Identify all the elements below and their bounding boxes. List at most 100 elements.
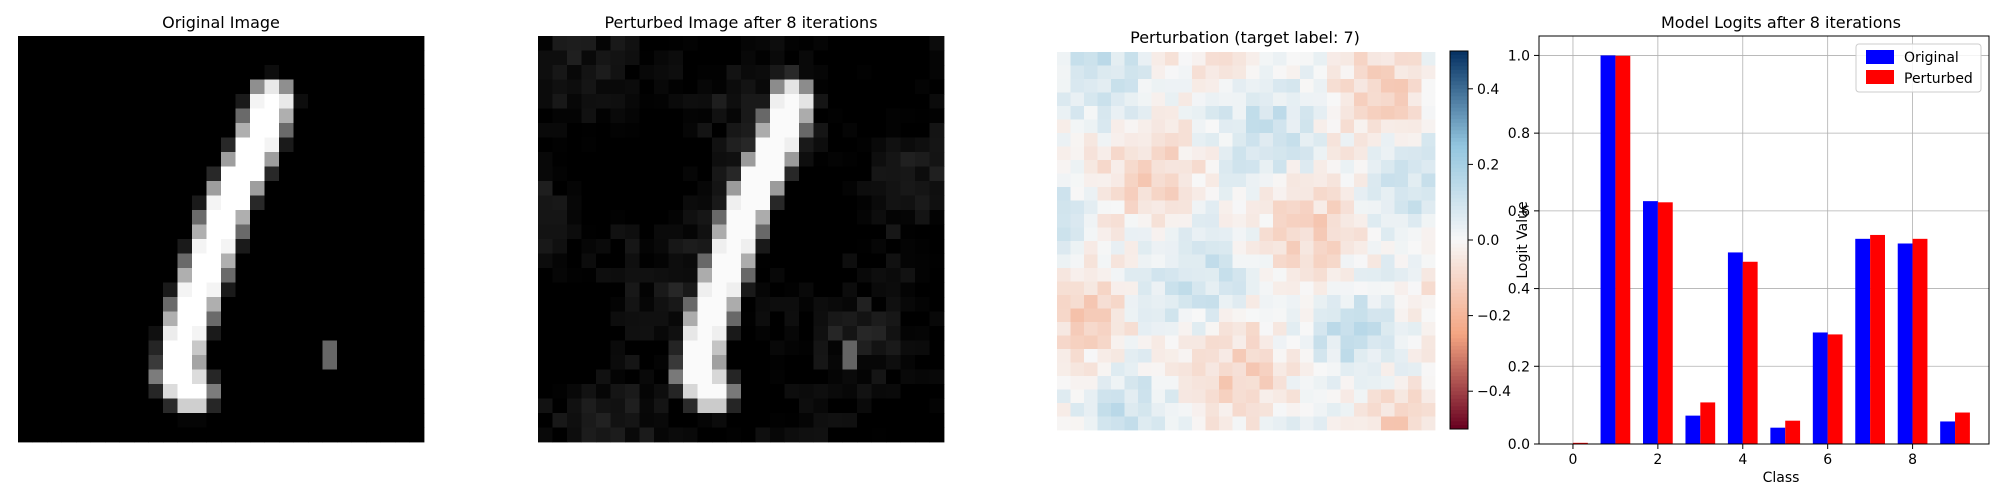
original-image-cell xyxy=(18,311,33,327)
original-image-cell xyxy=(337,123,352,138)
perturbation-cell xyxy=(1340,362,1355,377)
perturbation-cell xyxy=(1313,160,1328,174)
original-image-cell xyxy=(177,224,193,240)
original-image-cell xyxy=(308,355,323,370)
original-image-cell xyxy=(395,181,410,196)
perturbation-cell xyxy=(1246,52,1260,66)
original-image-cell xyxy=(409,224,425,240)
perturbed-image-cell xyxy=(552,268,568,283)
perturbed-image-cell xyxy=(625,166,640,182)
original-image-cell xyxy=(380,326,396,341)
perturbed-image-cell xyxy=(813,94,829,109)
original-image-cell xyxy=(366,398,381,414)
perturbation-cell xyxy=(1259,146,1274,161)
perturbation-cell xyxy=(1273,146,1287,161)
perturbed-image-cell xyxy=(871,210,887,225)
perturbed-image-cell xyxy=(639,137,655,153)
perturbation-cell xyxy=(1273,281,1287,296)
perturbation-cell xyxy=(1246,254,1260,269)
perturbation-cell xyxy=(1354,241,1368,255)
perturbation-cell xyxy=(1165,106,1179,120)
colorbar-segment xyxy=(1450,345,1468,351)
original-image-cell xyxy=(76,181,91,196)
perturbed-image-cell xyxy=(929,65,945,80)
colorbar-segment xyxy=(1450,255,1468,260)
original-image-cell xyxy=(308,326,323,341)
original-image-cell xyxy=(308,340,323,356)
perturbation-cell xyxy=(1124,362,1139,377)
perturbation-cell xyxy=(1273,160,1287,174)
perturbed-image-cell xyxy=(581,166,597,182)
perturbation-cell xyxy=(1367,335,1382,350)
perturbation-cell xyxy=(1219,106,1233,120)
perturbed-image-cell xyxy=(900,398,916,414)
perturbation-cell xyxy=(1286,187,1301,201)
original-image-cell xyxy=(322,108,338,124)
perturbation-cell xyxy=(1178,335,1193,350)
perturbed-image-cell xyxy=(654,239,669,254)
perturbed-image-cell xyxy=(842,326,858,341)
original-image-cell xyxy=(90,79,106,95)
perturbed-image-cell xyxy=(581,311,597,327)
perturbation-cell xyxy=(1340,214,1355,228)
perturbed-image-cell xyxy=(770,166,785,182)
original-image-cell xyxy=(250,311,265,327)
perturbed-image-cell xyxy=(871,326,887,341)
perturbed-image-cell xyxy=(871,311,887,327)
original-image-cell xyxy=(308,195,323,211)
original-image-cell xyxy=(192,195,207,211)
perturbed-image-cell xyxy=(552,384,568,399)
perturbed-image-cell xyxy=(625,210,640,225)
perturbation-cell xyxy=(1408,79,1422,93)
original-image-cell xyxy=(47,282,62,298)
perturbation-cell xyxy=(1286,119,1301,134)
original-image-cell xyxy=(221,123,236,138)
perturbed-image-cell xyxy=(770,181,785,196)
perturbed-image-cell xyxy=(712,152,727,167)
colorbar-segment xyxy=(1450,387,1468,392)
perturbation-cell xyxy=(1286,308,1301,323)
perturbed-image-cell xyxy=(726,137,742,153)
perturbation-cell xyxy=(1178,92,1193,107)
perturbation-cell xyxy=(1300,403,1314,417)
original-image-cell xyxy=(337,427,352,443)
original-image-cell xyxy=(380,181,396,196)
perturbed-image-cell xyxy=(770,340,785,356)
original-image-cell xyxy=(76,427,91,443)
perturbed-image-cell xyxy=(871,369,887,385)
original-image-cell xyxy=(206,224,222,240)
original-image-cell xyxy=(206,427,222,443)
perturbed-image-cell xyxy=(581,413,597,428)
perturbation-cell xyxy=(1367,79,1382,93)
perturbation-cell xyxy=(1138,281,1152,296)
perturbation-cell xyxy=(1232,79,1247,93)
perturbation-cell xyxy=(1259,92,1274,107)
perturbation-cell xyxy=(1192,187,1206,201)
original-image-cell xyxy=(18,181,33,196)
original-image-cell xyxy=(380,50,396,66)
original-image-cell xyxy=(119,427,135,443)
perturbation-cell xyxy=(1097,214,1112,228)
perturbation-cell xyxy=(1192,389,1206,404)
perturbed-image-cell xyxy=(581,253,597,269)
perturbed-image-cell xyxy=(726,282,742,298)
perturbation-cell xyxy=(1246,268,1260,282)
perturbed-image-cell xyxy=(813,253,829,269)
perturbation-cell xyxy=(1178,254,1193,269)
perturbation-cell xyxy=(1367,214,1382,228)
bar-original-class-8 xyxy=(1897,243,1913,444)
perturbed-image-cell xyxy=(886,413,901,428)
perturbed-image-cell xyxy=(596,282,611,298)
perturbed-image-cell xyxy=(639,50,655,66)
perturbation-cell xyxy=(1367,376,1382,390)
original-image-cell xyxy=(47,166,62,182)
perturbed-image-cell xyxy=(929,137,945,153)
perturbation-cell xyxy=(1246,362,1260,377)
original-image-cell xyxy=(134,166,149,182)
perturbation-cell xyxy=(1408,403,1422,417)
original-image-cell xyxy=(380,413,396,428)
perturbed-image-cell xyxy=(857,427,872,443)
original-image-cell xyxy=(337,94,352,109)
perturbed-image-cell xyxy=(842,137,858,153)
original-image-cell xyxy=(90,384,106,399)
